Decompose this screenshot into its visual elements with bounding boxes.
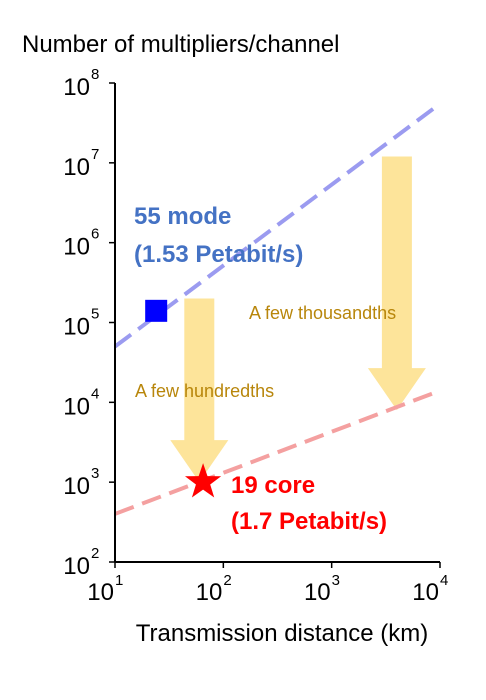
y-tick-exponent: 6 [91, 226, 99, 243]
y-tick-exponent: 5 [91, 306, 99, 323]
arrow-thousandths [367, 156, 426, 411]
label-19-core-line1: 19 core [231, 472, 315, 499]
y-tick-exponent: 4 [91, 385, 99, 402]
series-line-55mode [113, 102, 442, 349]
y-axis-label: Number of multipliers/channel [22, 31, 339, 58]
annotation-hundredths: A few hundredths [135, 381, 274, 401]
y-tick-exponent: 3 [91, 465, 99, 482]
label-19-core-line2: (1.7 Petabit/s) [231, 508, 387, 535]
y-tick-label: 10 [63, 393, 90, 420]
y-tick-label: 10 [63, 553, 90, 580]
x-axis-label: Transmission distance (km) [136, 620, 429, 647]
arrow-hundredths [170, 298, 229, 483]
y-tick-exponent: 8 [91, 66, 99, 83]
x-tick-label: 10 [304, 579, 331, 606]
y-tick-label: 10 [63, 473, 90, 500]
x-tick-exponent: 2 [223, 572, 231, 589]
x-tick-exponent: 1 [115, 572, 123, 589]
label-55-mode-line2: (1.53 Petabit/s) [134, 241, 303, 268]
x-tick-label: 10 [412, 579, 439, 606]
x-tick-label: 10 [196, 579, 223, 606]
x-tick-exponent: 3 [332, 572, 340, 589]
y-tick-label: 10 [63, 74, 90, 101]
y-tick-label: 10 [63, 314, 90, 341]
y-tick-exponent: 7 [91, 146, 99, 163]
x-tick-label: 10 [87, 579, 114, 606]
y-tick-exponent: 2 [91, 545, 99, 562]
y-tick-label: 10 [63, 154, 90, 181]
square-marker [145, 299, 168, 322]
y-tick-label: 10 [63, 234, 90, 261]
label-55-mode-line1: 55 mode [134, 203, 231, 230]
x-tick-exponent: 4 [440, 572, 448, 589]
star-marker [185, 463, 222, 498]
annotation-thousandths: A few thousandths [249, 303, 396, 323]
